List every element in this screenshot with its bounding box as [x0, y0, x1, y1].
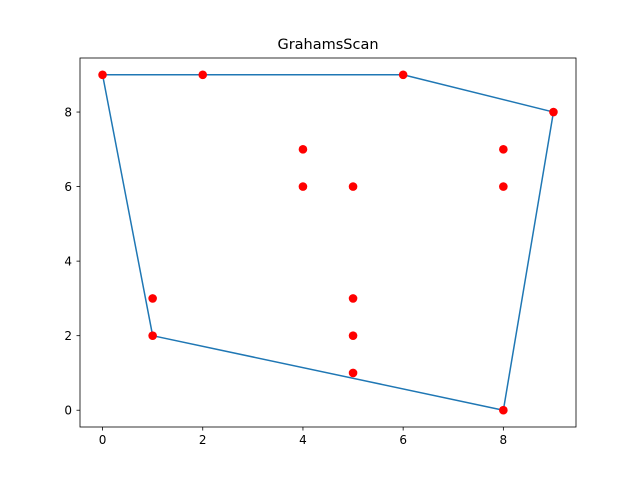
- data-point: [348, 294, 358, 303]
- y-tick-label: 8: [64, 106, 72, 120]
- data-point: [198, 70, 208, 80]
- data-point: [549, 107, 558, 117]
- y-tick-label: 6: [64, 180, 72, 194]
- hull-line: [101, 73, 555, 411]
- x-tick-label: 6: [399, 433, 407, 447]
- data-point: [98, 70, 107, 80]
- data-point: [148, 331, 157, 340]
- data-point: [499, 405, 508, 415]
- hull-layer: [101, 73, 555, 411]
- data-point: [298, 145, 308, 154]
- y-tick-label: 4: [64, 255, 72, 269]
- x-tick-label: 2: [199, 433, 207, 447]
- data-point: [398, 70, 408, 80]
- data-point: [148, 294, 157, 303]
- x-tick-label: 0: [99, 433, 107, 447]
- data-point: [298, 182, 308, 191]
- data-point: [499, 145, 508, 154]
- x-tick-label: 4: [299, 433, 307, 447]
- chart-title: GrahamsScan: [277, 37, 378, 53]
- x-tick-label: 8: [500, 433, 508, 447]
- axes-layer: 0 2 4 6 8 0 2 4 6 8: [64, 57, 577, 447]
- data-point: [499, 182, 508, 191]
- y-tick-label: 0: [64, 404, 72, 418]
- data-point: [348, 182, 358, 191]
- y-tick-label: 2: [64, 329, 72, 343]
- points-layer: [98, 70, 558, 415]
- data-point: [348, 368, 358, 378]
- axes-frame: [79, 57, 577, 428]
- data-point: [348, 331, 358, 340]
